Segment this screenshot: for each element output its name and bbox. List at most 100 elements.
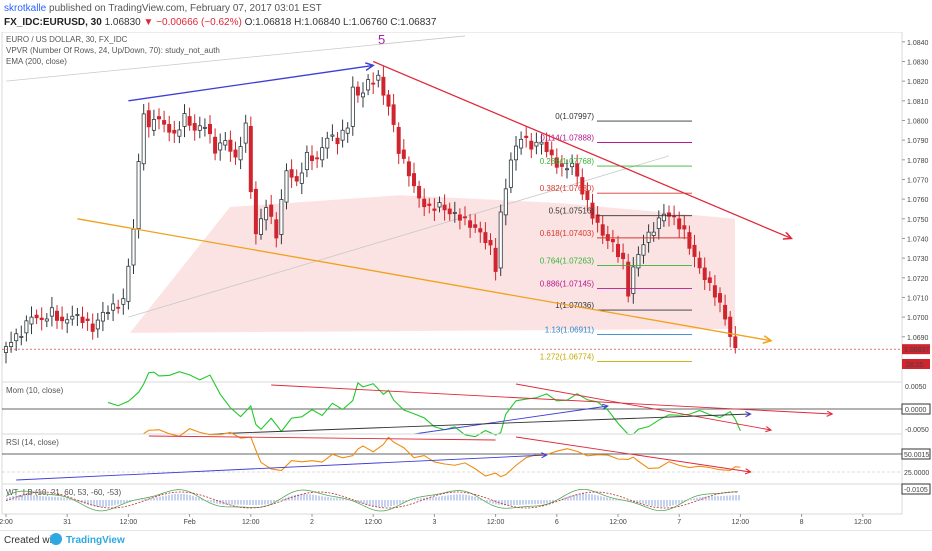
wt-histogram-bar <box>87 500 89 505</box>
time-axis[interactable]: 2:00 31 12:00 Feb 12:00 2 12:00 3 12:00 6 12:00 7 12… <box>0 513 902 526</box>
wt-histogram-bar <box>504 500 506 506</box>
price-tick-label: 1.0800 <box>907 118 929 125</box>
candle-body <box>667 212 672 217</box>
wt-histogram-bar <box>210 500 212 503</box>
wt-histogram-bar <box>738 495 740 501</box>
candle-body <box>207 124 212 135</box>
wt-histogram-bar <box>477 497 479 501</box>
candle-body <box>156 116 161 120</box>
momentum-level-label: 0.0000 <box>905 407 927 414</box>
candle-body <box>677 218 682 230</box>
wt-histogram-bar <box>531 500 533 505</box>
wt-histogram-bar <box>450 494 452 501</box>
candle-body <box>60 316 65 322</box>
candle-body <box>100 311 105 322</box>
wt-histogram-bar <box>606 497 608 501</box>
rsi-pane-frame <box>1 433 903 485</box>
wt-histogram-bar <box>171 494 173 501</box>
momentum-blue-trend <box>413 406 608 435</box>
wt-histogram-bar <box>729 495 731 501</box>
candle-body <box>187 116 192 126</box>
wt-pane[interactable]: WT_LB (10, 21, 60, 53, -60, -53) -0.0105 <box>1 483 931 515</box>
candle-body <box>39 317 44 321</box>
momentum-pane[interactable]: Mom (10, close) 0.0050 0.0000 -0.0050 <box>1 371 931 438</box>
wt-histogram-bar <box>342 498 344 501</box>
wt-histogram-bar <box>159 496 161 501</box>
rsi-level-label: 50.0015 <box>904 452 929 459</box>
wt-histogram-bar <box>672 500 674 506</box>
wt-histogram-bar <box>660 500 662 507</box>
wt-histogram-bar <box>666 500 668 507</box>
price-tick-label: 1.0760 <box>907 197 929 204</box>
wt-histogram-bar <box>519 500 521 505</box>
candle-body <box>248 125 253 193</box>
candle-body <box>565 168 570 171</box>
candle-body <box>631 266 636 294</box>
wt-histogram-bar <box>726 495 728 501</box>
wt-histogram-bar <box>90 500 92 506</box>
wt-histogram-bar <box>303 494 305 501</box>
candle-body <box>279 199 284 235</box>
candle-body <box>355 86 360 96</box>
wt-histogram-bar <box>240 500 242 505</box>
wt-histogram-bar <box>345 499 347 501</box>
wt-histogram-bar <box>510 500 512 506</box>
wt-histogram-bar <box>636 500 638 503</box>
wt-histogram-bar <box>663 500 665 507</box>
wt-histogram-bar <box>447 495 449 501</box>
wt-histogram-bar <box>600 496 602 501</box>
wt-histogram-bar <box>309 494 311 501</box>
legend-vpvr: VPVR (Number Of Rows, 24, Up/Down, 70): … <box>6 46 220 55</box>
wt-histogram-bar <box>183 493 185 501</box>
candle-body <box>544 141 549 153</box>
wt-histogram-bar <box>711 496 713 501</box>
trendline-red <box>372 60 791 238</box>
wt-histogram-bar <box>693 498 695 501</box>
price-axis[interactable]: 1.0840 1.0830 1.0820 1.0810 1.0800 1.0790 1.07… <box>902 40 929 342</box>
wt-histogram-bar <box>714 496 716 501</box>
price-tick-label: 1.0730 <box>907 256 929 263</box>
wt-histogram-bar <box>387 500 389 507</box>
price-tick-label: 1.0710 <box>907 295 929 302</box>
rsi-red-trend <box>515 436 751 472</box>
candle-body <box>554 157 559 168</box>
wt-histogram-bar <box>147 498 149 501</box>
wt-histogram-bar <box>489 500 491 503</box>
wt-signal-line <box>5 491 739 509</box>
tradingview-brand[interactable]: TradingView <box>66 535 125 546</box>
price-tick-label: 1.0750 <box>907 217 929 224</box>
candle-body <box>264 207 269 221</box>
last-price-header: 1.06830 <box>104 17 141 28</box>
price-chart[interactable]: EURO / US DOLLAR, 30, FX_IDC VPVR (Numbe… <box>0 32 932 530</box>
wt-histogram-bar <box>441 496 443 501</box>
candle-body <box>172 129 177 134</box>
candle-body <box>529 140 534 150</box>
author-link[interactable]: skrotkalle <box>4 3 47 14</box>
wt-histogram-bar <box>300 494 302 501</box>
candle-body <box>111 303 116 311</box>
wt-histogram-bar <box>546 500 548 504</box>
price-tick-label: 1.0810 <box>907 99 929 106</box>
wt-histogram-bar <box>222 500 224 505</box>
wt-legend: WT_LB (10, 21, 60, 53, -60, -53) <box>6 488 122 497</box>
wt-histogram-bar <box>549 500 551 503</box>
momentum-layer <box>2 371 902 438</box>
wt-histogram-bar <box>702 496 704 501</box>
main-pane[interactable]: EURO / US DOLLAR, 30, FX_IDC VPVR (Numbe… <box>1 32 930 383</box>
symbol-label[interactable]: FX_IDC:EURUSD, 30 <box>4 17 102 28</box>
candle-body <box>146 110 151 128</box>
price-tick-label: 1.0780 <box>907 158 929 165</box>
wt-histogram-bar <box>336 498 338 501</box>
wt-histogram-bar <box>540 500 542 504</box>
candle-body <box>580 177 585 195</box>
wt-histogram-bar <box>39 495 41 501</box>
rsi-pane[interactable]: RSI (14, close) 50.0015 25.0000 <box>1 428 931 485</box>
momentum-tick-bottom: -0.0050 <box>905 427 929 434</box>
candle-body <box>447 208 452 215</box>
wt-histogram-bar <box>708 496 710 501</box>
candle-body <box>570 162 575 168</box>
candle-body <box>49 307 54 317</box>
wt-histogram-bar <box>312 494 314 501</box>
price-tick-label: 1.0690 <box>907 335 929 342</box>
time-tick-label: 12:00 <box>364 519 382 526</box>
